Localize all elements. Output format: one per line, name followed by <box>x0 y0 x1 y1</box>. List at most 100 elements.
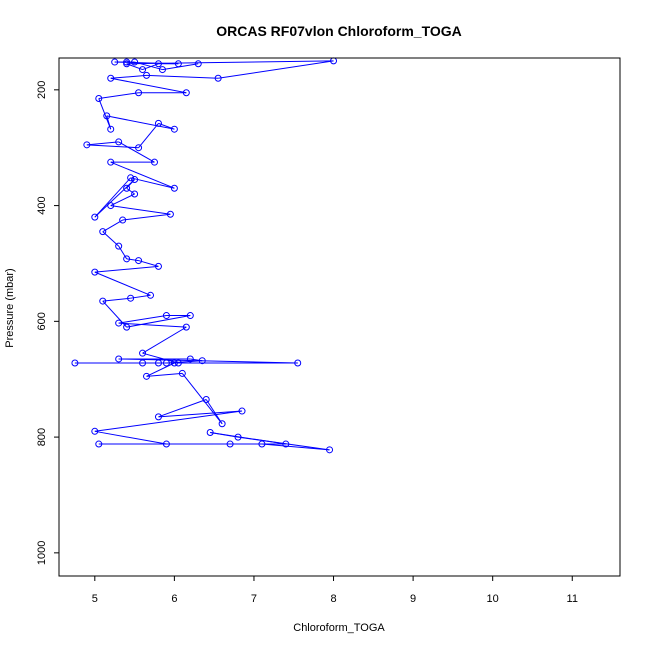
data-point <box>154 262 162 270</box>
data-point <box>91 213 99 221</box>
series-segment <box>158 410 243 418</box>
data-point <box>123 184 131 192</box>
data-point <box>107 125 115 133</box>
series-segment <box>142 352 179 364</box>
data-point <box>91 427 99 435</box>
y-axis-label: Pressure (mbar) <box>4 268 16 347</box>
series-segment <box>118 358 298 364</box>
data-point <box>218 420 226 428</box>
data-point <box>182 89 190 97</box>
series-segment <box>146 362 175 377</box>
data-point <box>71 359 79 367</box>
data-point <box>154 119 162 127</box>
data-point <box>170 359 178 367</box>
y-tick-label: 1000 <box>36 541 48 565</box>
data-point <box>115 138 123 146</box>
data-point <box>95 95 103 103</box>
series-segment <box>146 74 219 79</box>
series-segment <box>110 77 187 94</box>
data-point <box>258 440 266 448</box>
series-segment <box>162 63 199 71</box>
series-segment <box>126 258 139 262</box>
data-point <box>115 355 123 363</box>
data-point <box>95 440 103 448</box>
series-segment <box>122 213 171 221</box>
series-lines <box>74 60 334 451</box>
series-segment <box>138 123 159 149</box>
series-segment <box>142 326 187 354</box>
data-point <box>139 66 147 74</box>
axis-ticks: 5 6 7 8 9 10 11 200 400 600 800 1000 <box>36 81 578 605</box>
data-point <box>107 202 115 210</box>
data-point <box>326 446 334 454</box>
y-tick-label: 200 <box>36 81 48 99</box>
series-segment <box>118 322 187 328</box>
data-point <box>170 184 178 192</box>
data-point <box>206 428 214 436</box>
data-point <box>83 141 91 149</box>
series-points <box>71 57 338 454</box>
data-point <box>182 323 190 331</box>
series-segment <box>110 161 175 189</box>
series-segment <box>102 219 123 233</box>
x-tick-label: 5 <box>92 593 98 605</box>
series-segment <box>118 245 128 260</box>
data-point <box>143 372 151 380</box>
data-point <box>158 66 166 74</box>
data-point <box>234 433 242 441</box>
y-tick-label: 800 <box>36 428 48 446</box>
series-segment <box>118 141 155 163</box>
data-point <box>103 112 111 120</box>
data-point <box>174 359 182 367</box>
data-point <box>154 413 162 421</box>
data-point <box>162 312 170 320</box>
x-tick-label: 9 <box>410 593 416 605</box>
x-tick-label: 6 <box>171 593 177 605</box>
x-tick-label: 11 <box>567 593 578 605</box>
series-segment <box>158 399 207 418</box>
data-point <box>143 71 151 79</box>
series-segment <box>126 315 191 328</box>
data-point <box>139 349 147 357</box>
data-point <box>131 190 139 198</box>
series-segment <box>86 141 119 146</box>
series-segment <box>94 430 167 445</box>
data-point <box>131 176 139 184</box>
y-tick-label: 600 <box>36 312 48 330</box>
data-point <box>91 268 99 276</box>
chart-title: ORCAS RF07vlon Chloroform_TOGA <box>216 23 462 39</box>
x-tick-label: 10 <box>487 593 499 605</box>
series-segment <box>134 61 163 71</box>
data-point <box>123 58 131 66</box>
series-segment <box>210 431 286 445</box>
data-point <box>174 60 182 68</box>
series-segment <box>94 265 159 273</box>
series-segment <box>126 187 135 195</box>
data-point <box>127 294 135 302</box>
x-axis-label: Chloroform_TOGA <box>293 622 385 634</box>
x-tick-label: 7 <box>251 593 257 605</box>
data-point <box>226 440 234 448</box>
data-point <box>107 158 115 166</box>
data-point <box>135 89 143 97</box>
series-segment <box>118 315 167 324</box>
data-point <box>282 440 290 448</box>
data-point <box>127 174 135 182</box>
plot-frame <box>58 57 621 577</box>
data-point <box>123 323 131 331</box>
series-segment <box>218 60 334 79</box>
series-segment <box>94 177 131 218</box>
data-point <box>154 60 162 68</box>
data-point <box>119 216 127 224</box>
y-tick-label: 400 <box>36 196 48 214</box>
series-segment <box>110 205 171 215</box>
data-point <box>123 255 131 263</box>
data-point <box>186 312 194 320</box>
data-point <box>115 319 123 327</box>
data-point <box>99 228 107 236</box>
series-segment <box>102 297 131 302</box>
data-point <box>194 60 202 68</box>
series-segment <box>102 300 128 328</box>
